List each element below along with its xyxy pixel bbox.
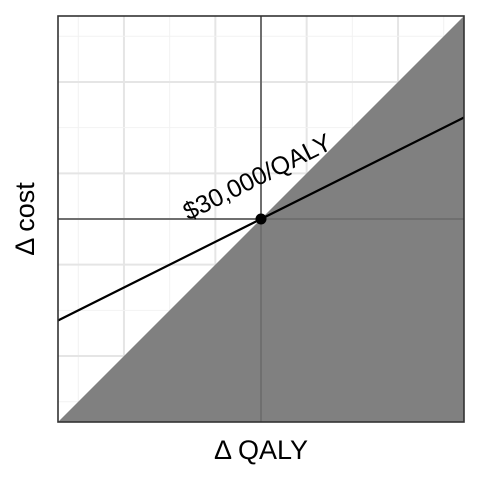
plot-border: [57, 15, 465, 423]
y-axis-title: Δ cost: [10, 182, 40, 256]
x-axis-title: Δ QALY: [214, 435, 308, 465]
origin-point: [255, 213, 267, 225]
point-layer: [255, 213, 267, 225]
